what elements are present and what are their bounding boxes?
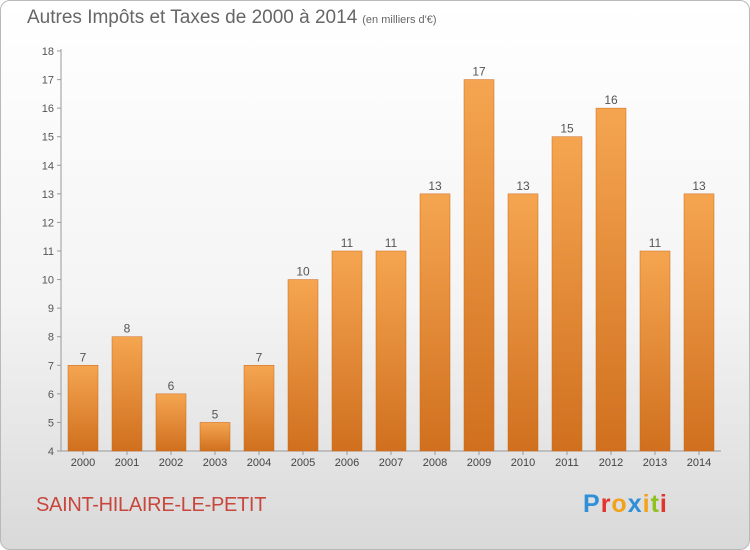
logo-letter: o [611, 490, 628, 518]
bar [595, 107, 627, 452]
bar [111, 336, 143, 452]
bar [331, 250, 363, 452]
y-tick-label: 5 [48, 417, 54, 429]
x-tick-label: 2014 [687, 457, 711, 469]
bar [507, 193, 539, 452]
x-tick-label: 2004 [247, 457, 271, 469]
logo-letter: P [583, 490, 601, 518]
y-tick-label: 7 [48, 360, 54, 372]
data-label: 17 [472, 65, 486, 79]
y-tick-label: 12 [42, 217, 54, 229]
y-tick-label: 14 [42, 160, 54, 172]
logo-letter: x [627, 490, 643, 518]
proxiti-logo: Proxiti [583, 490, 668, 519]
data-label: 11 [341, 236, 354, 250]
bar [243, 365, 275, 452]
bar [683, 193, 715, 452]
x-tick-label: 2006 [335, 457, 359, 469]
data-label: 13 [516, 179, 530, 193]
bar [155, 393, 187, 452]
y-tick-label: 6 [48, 389, 54, 401]
y-tick-label: 8 [48, 332, 54, 344]
data-label: 7 [80, 350, 87, 364]
bar [67, 365, 99, 452]
y-tick-label: 17 [42, 75, 54, 87]
chart-title-block: Autres Impôts et Taxes de 2000 à 2014 (en… [27, 7, 437, 29]
x-tick-label: 2012 [599, 457, 623, 469]
bar [639, 250, 671, 452]
data-label: 13 [692, 179, 706, 193]
data-label: 5 [212, 407, 219, 421]
y-tick-label: 4 [48, 446, 54, 458]
chart-subtitle: (en milliers d'€) [362, 14, 437, 26]
y-tick-label: 18 [42, 46, 54, 58]
bar [375, 250, 407, 452]
y-tick-label: 16 [42, 103, 54, 115]
y-tick-label: 11 [43, 246, 54, 258]
data-label: 11 [385, 236, 398, 250]
logo-letter: i [642, 490, 651, 518]
x-tick-label: 2010 [511, 457, 535, 469]
x-tick-label: 2002 [159, 457, 183, 469]
data-label: 15 [560, 122, 574, 136]
chart-title: Autres Impôts et Taxes de 2000 à 2014 [27, 7, 358, 28]
data-label: 7 [256, 350, 263, 364]
x-tick-label: 2005 [291, 457, 315, 469]
data-label: 6 [168, 379, 175, 393]
x-tick-label: 2001 [115, 457, 139, 469]
x-tick-label: 2013 [643, 457, 667, 469]
y-tick-label: 15 [42, 132, 54, 144]
y-tick-label: 9 [48, 303, 54, 315]
x-tick-label: 2000 [71, 457, 95, 469]
bar [199, 422, 231, 452]
bar [463, 79, 495, 452]
y-tick-label: 10 [42, 275, 54, 287]
place-name: SAINT-HILAIRE-LE-PETIT [36, 494, 267, 516]
x-tick-label: 2007 [379, 457, 403, 469]
bar [419, 193, 451, 452]
data-label: 10 [296, 265, 310, 279]
x-tick-label: 2008 [423, 457, 447, 469]
y-tick-label: 13 [42, 189, 54, 201]
bar [551, 136, 583, 452]
x-tick-label: 2003 [203, 457, 227, 469]
data-label: 8 [124, 322, 131, 336]
x-tick-label: 2011 [555, 457, 579, 469]
data-label: 13 [428, 179, 442, 193]
x-tick-label: 2009 [467, 457, 491, 469]
logo-letter: r [600, 490, 612, 518]
logo-letter: i [659, 490, 668, 518]
data-label: 11 [649, 236, 662, 250]
bar [287, 279, 319, 452]
data-label: 16 [604, 93, 618, 107]
logo-letter: t [650, 490, 660, 518]
